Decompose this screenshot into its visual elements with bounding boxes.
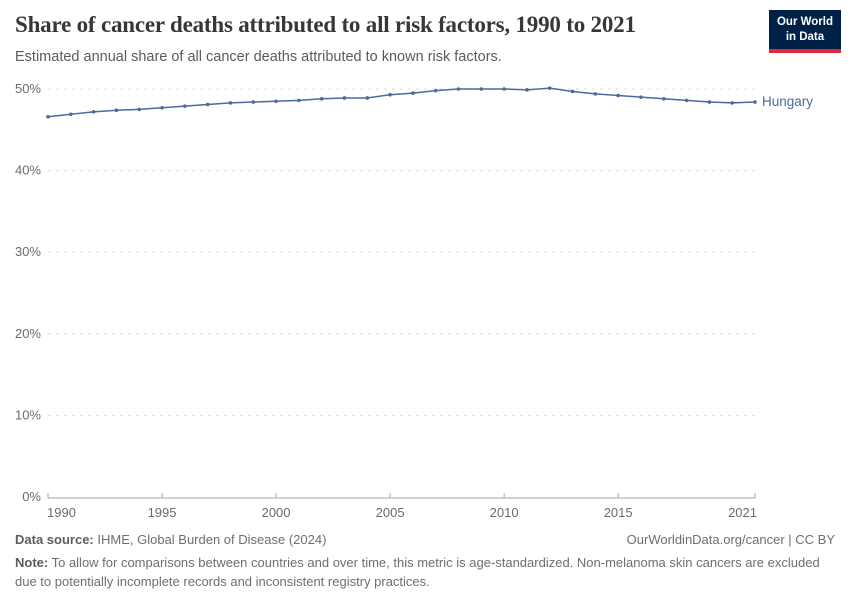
x-tick-label: 1995 [148,505,177,520]
data-point[interactable] [91,110,96,114]
data-point[interactable] [297,98,301,103]
data-source: Data source: IHME, Global Burden of Dise… [15,531,326,550]
chart-note: Note: To allow for comparisons between c… [15,554,835,592]
data-point[interactable] [365,96,370,100]
data-point[interactable] [319,96,324,101]
x-tick-label: 1990 [47,505,76,520]
data-point[interactable] [593,92,598,96]
y-tick-label: 50% [15,81,41,96]
page-title: Share of cancer deaths attributed to all… [15,12,636,37]
data-point[interactable] [639,95,643,99]
data-point[interactable] [707,100,712,104]
owid-logo-line2: in Data [785,30,825,43]
owid-logo-line1: Our World [776,16,833,28]
data-point[interactable] [502,87,506,91]
y-tick-label: 40% [15,163,41,178]
data-point[interactable] [342,96,347,100]
line-chart[interactable]: 0% 10% 20% 30% 40% 50% 1990 1995 2000 2005 2010 201… [0,75,850,525]
data-point[interactable] [160,105,164,110]
data-point[interactable] [730,101,734,105]
data-point[interactable] [433,88,438,93]
x-tick-label: 2000 [262,505,291,520]
data-point[interactable] [137,107,142,112]
data-point[interactable] [411,91,415,95]
x-tick-label: 2015 [604,505,633,520]
chart-subtitle: Estimated annual share of all cancer dea… [15,49,502,65]
data-point[interactable] [228,101,233,105]
data-point[interactable] [753,100,757,104]
chart-note-text: To allow for comparisons between countri… [15,554,820,589]
data-point[interactable] [251,100,256,104]
data-point[interactable] [616,93,620,98]
x-tick-label: 2021 [728,505,757,520]
y-tick-label: 30% [15,244,41,259]
chart-footer: Data source: IHME, Global Burden of Dise… [15,531,835,592]
data-point[interactable] [547,86,552,90]
data-point[interactable] [570,89,575,94]
owid-logo[interactable]: Our World in Data [768,10,841,53]
x-tick-label: 2010 [490,505,519,520]
data-source-label: Data source: [15,532,94,547]
data-point[interactable] [479,87,484,91]
data-point[interactable] [388,92,392,97]
data-point[interactable] [274,99,278,104]
data-point[interactable] [46,114,50,119]
data-point[interactable] [205,102,210,107]
data-point[interactable] [525,88,529,92]
series-label: Hungary [762,94,813,109]
x-tick-label: 2005 [376,505,405,520]
chart-note-label: Note: [15,554,49,570]
data-point[interactable] [69,112,73,117]
data-point[interactable] [456,87,461,91]
series-line [47,87,756,118]
y-tick-label: 10% [15,407,41,422]
y-tick-label: 0% [22,489,41,504]
data-point[interactable] [684,98,689,103]
data-point[interactable] [114,108,119,113]
attribution-link[interactable]: OurWorldinData.org/cancer | CC BY [626,532,835,547]
data-point[interactable] [661,96,666,101]
y-tick-label: 20% [15,326,41,341]
data-source-text: IHME, Global Burden of Disease (2024) [93,532,327,547]
data-point[interactable] [183,104,187,108]
